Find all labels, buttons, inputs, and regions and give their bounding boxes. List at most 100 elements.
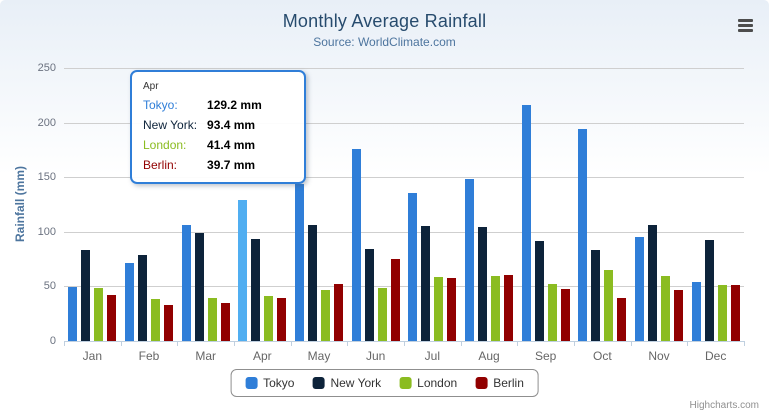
x-axis-tick <box>687 341 689 346</box>
column-new-york-jan[interactable] <box>81 249 91 341</box>
x-axis-tick <box>177 341 179 346</box>
tooltip-header: Apr <box>143 81 159 92</box>
legend-symbol <box>399 377 412 389</box>
legend-symbol <box>475 377 488 389</box>
tooltip-series-name: Berlin: <box>143 158 178 172</box>
column-new-york-nov[interactable] <box>648 224 657 341</box>
column-london-jul[interactable] <box>434 276 444 341</box>
column-new-york-apr[interactable] <box>251 239 261 341</box>
gridline <box>64 122 744 124</box>
x-axis-tick <box>517 341 519 346</box>
column-tokyo-sep[interactable] <box>521 104 531 341</box>
x-axis-label: Feb <box>138 349 160 363</box>
column-berlin-apr[interactable] <box>277 297 287 341</box>
column-tokyo-nov[interactable] <box>635 236 644 341</box>
x-axis-label: Nov <box>648 349 670 363</box>
column-berlin-dec[interactable] <box>730 285 740 341</box>
legend-label: Tokyo <box>263 376 295 390</box>
column-new-york-may[interactable] <box>308 225 317 341</box>
gridline <box>64 177 744 179</box>
x-axis-tick <box>460 341 462 346</box>
column-berlin-oct[interactable] <box>617 298 627 341</box>
column-tokyo-jun[interactable] <box>351 148 361 341</box>
x-axis-label: Jun <box>365 349 386 363</box>
column-london-feb[interactable] <box>151 298 160 341</box>
column-london-jun[interactable] <box>377 288 387 341</box>
column-berlin-mar[interactable] <box>220 303 230 341</box>
legend-item-tokyo[interactable]: Tokyo <box>245 376 294 390</box>
credits-link[interactable]: Highcharts.com <box>689 400 759 411</box>
y-axis-label: 150 <box>37 171 56 184</box>
x-axis-label: Jul <box>424 349 440 363</box>
column-tokyo-feb[interactable] <box>125 262 134 341</box>
column-tokyo-mar[interactable] <box>181 224 191 341</box>
legend-label: Berlin <box>493 376 524 390</box>
legend-item-new-york[interactable]: New York <box>312 376 381 390</box>
tooltip-series-value: 129.2 mm <box>207 98 262 112</box>
x-axis-label: Jan <box>82 349 103 363</box>
column-new-york-sep[interactable] <box>534 241 544 341</box>
column-london-may[interactable] <box>321 289 330 341</box>
column-tokyo-may[interactable] <box>295 183 304 341</box>
column-berlin-feb[interactable] <box>164 304 173 341</box>
column-berlin-sep[interactable] <box>560 289 570 341</box>
x-axis-label: May <box>307 349 331 363</box>
column-london-mar[interactable] <box>207 298 217 341</box>
column-new-york-jun[interactable] <box>364 248 374 341</box>
column-berlin-may[interactable] <box>334 283 343 341</box>
export-menu-button[interactable] <box>734 16 756 34</box>
legend-symbol <box>312 377 325 389</box>
column-london-aug[interactable] <box>491 275 500 341</box>
legend-symbol <box>245 377 258 389</box>
column-berlin-jul[interactable] <box>447 278 457 341</box>
column-london-apr[interactable] <box>264 295 274 341</box>
x-axis-tick <box>347 341 349 346</box>
legend-item-london[interactable]: London <box>399 376 457 390</box>
column-berlin-aug[interactable] <box>504 275 513 341</box>
legend-label: New York <box>330 376 382 390</box>
y-axis-label: 250 <box>37 62 56 74</box>
x-axis-label: Aug <box>478 349 500 363</box>
column-berlin-nov[interactable] <box>674 289 683 341</box>
plot-area: 0 50 100 150 200 250 Jan Feb Mar Apr May Jun Jul Aug S… <box>38 62 745 363</box>
x-axis-tick <box>290 341 292 346</box>
tooltip-series-name: London: <box>143 138 187 152</box>
column-berlin-jun[interactable] <box>390 258 400 341</box>
x-axis-tick <box>744 341 745 346</box>
column-berlin-jan[interactable] <box>107 294 117 341</box>
y-axis-title: Rainfall (mm) <box>13 166 27 243</box>
column-london-nov[interactable] <box>661 276 670 341</box>
column-tokyo-dec[interactable] <box>691 281 701 341</box>
x-axis-tick <box>120 341 122 346</box>
column-new-york-dec[interactable] <box>704 240 714 341</box>
x-axis-label: Dec <box>704 349 727 363</box>
column-london-dec[interactable] <box>717 285 727 341</box>
y-axis-label: 200 <box>37 116 56 129</box>
column-new-york-feb[interactable] <box>138 254 147 341</box>
legend-item-berlin[interactable]: Berlin <box>475 376 524 390</box>
tooltip-rows: Tokyo: 129.2 mm New York: 93.4 mm London: 41.… <box>143 98 293 172</box>
column-tokyo-aug[interactable] <box>465 178 474 341</box>
column-london-jan[interactable] <box>94 287 104 341</box>
column-london-sep[interactable] <box>547 283 557 341</box>
legend-label: London <box>417 376 458 390</box>
column-tokyo-jul[interactable] <box>408 192 418 341</box>
column-new-york-aug[interactable] <box>478 227 487 341</box>
tooltip-series-value: 93.4 mm <box>207 118 256 132</box>
gridline <box>64 286 744 288</box>
x-axis-label: Mar <box>195 349 216 363</box>
column-tokyo-apr[interactable] <box>238 199 248 341</box>
tooltip-series-name: New York: <box>143 118 198 132</box>
column-new-york-jul[interactable] <box>421 226 431 341</box>
x-axis-tick <box>234 341 235 346</box>
column-tokyo-oct[interactable] <box>578 129 588 341</box>
gridline <box>64 231 744 233</box>
x-axis-label: Apr <box>252 349 272 363</box>
x-axis-tick <box>630 341 632 346</box>
column-new-york-oct[interactable] <box>591 249 601 341</box>
column-london-oct[interactable] <box>604 269 614 341</box>
column-new-york-mar[interactable] <box>194 233 204 341</box>
tooltip-series-value: 41.4 mm <box>207 138 256 152</box>
column-tokyo-jan[interactable] <box>68 286 78 341</box>
